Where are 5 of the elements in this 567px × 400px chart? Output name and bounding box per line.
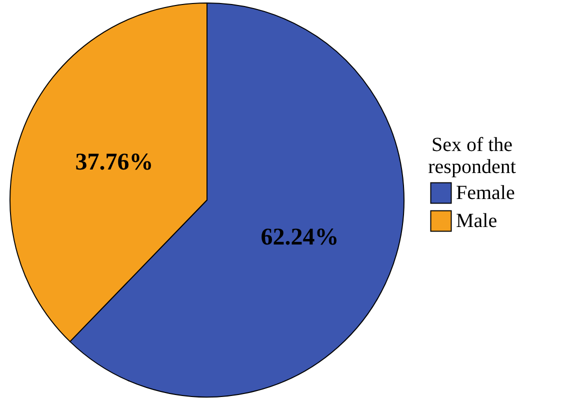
data-label: 37.76%: [75, 149, 154, 176]
data-label: 62.24%: [260, 224, 339, 251]
legend-label: Male: [456, 210, 498, 232]
legend-label: Female: [456, 182, 515, 204]
legend-title: Sex of the respondent: [428, 134, 516, 178]
